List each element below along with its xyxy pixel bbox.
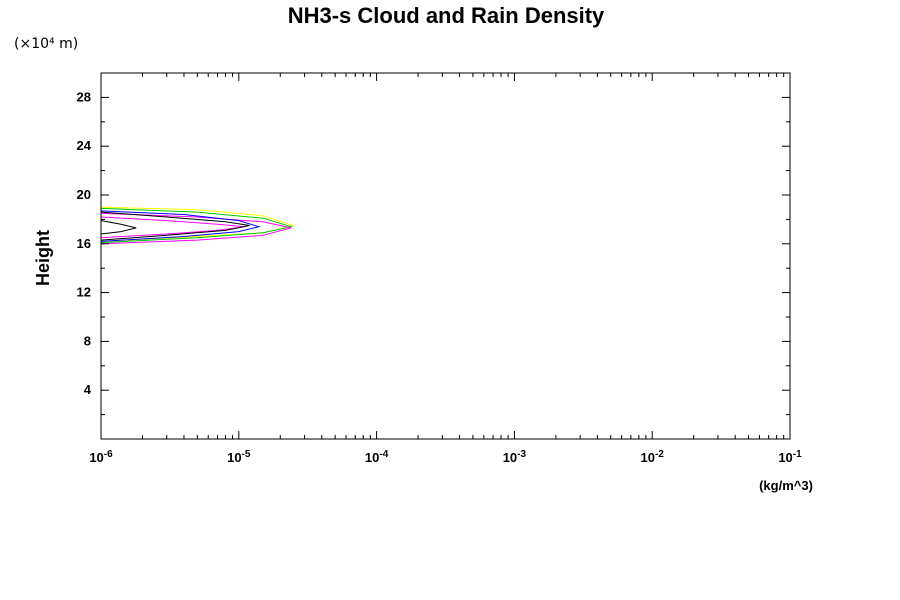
y-tick-label: 16 <box>77 236 91 251</box>
x-tick-label: 10-4 <box>365 449 389 465</box>
series-line-3 <box>100 212 292 245</box>
x-tick-label: 10-3 <box>503 449 527 465</box>
y-tick-label: 28 <box>77 89 91 104</box>
x-tick-label: 10-5 <box>227 449 251 465</box>
series-line-2 <box>100 207 294 244</box>
y-scale-note: (×10⁴ m) <box>14 36 78 52</box>
series-line-4 <box>100 210 261 242</box>
y-tick-label: 8 <box>84 333 91 348</box>
y-tick-label: 20 <box>77 187 91 202</box>
x-axis-label: (kg/m^3) <box>759 478 813 493</box>
series-line-6 <box>100 211 250 241</box>
y-axis-label: Height <box>33 230 53 286</box>
x-tick-label: 10-6 <box>89 449 113 465</box>
x-tick-label: 10-1 <box>778 449 802 465</box>
y-tick-label: 12 <box>77 285 91 300</box>
series-line-7 <box>100 220 137 235</box>
y-tick-label: 4 <box>84 382 92 397</box>
tick-layer <box>100 73 791 439</box>
chart-title: NH3-s Cloud and Rain Density <box>288 3 605 28</box>
x-tick-label: 10-2 <box>641 449 665 465</box>
label-layer: 4 8 12 16 20 24 28 10-6 10-5 10-4 10-3 10-2 10-1 <box>77 89 803 465</box>
y-tick-label: 24 <box>77 138 92 153</box>
plot-frame <box>100 72 791 440</box>
series-layer <box>100 206 296 245</box>
series-line-1 <box>100 206 296 242</box>
